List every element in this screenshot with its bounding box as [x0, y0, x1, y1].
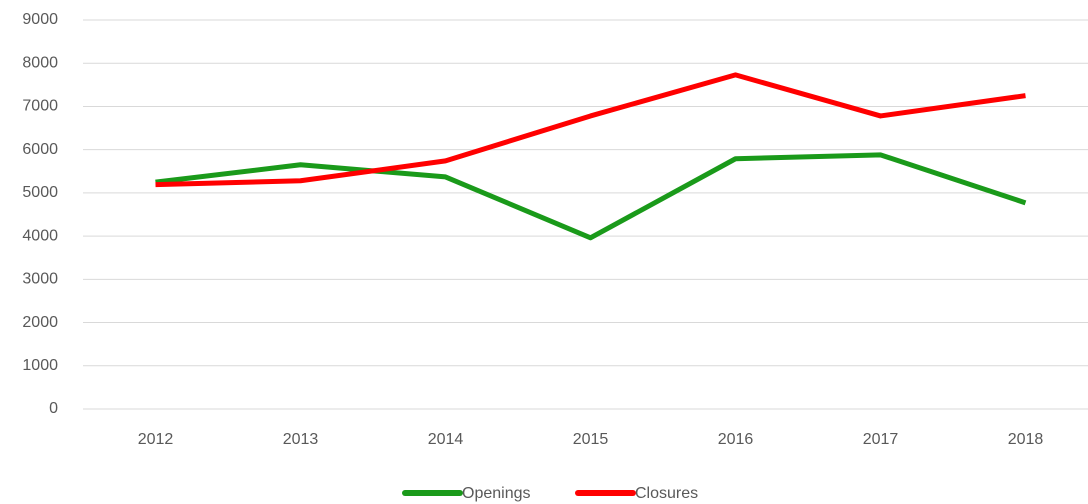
x-tick-label: 2017 [863, 431, 899, 448]
y-tick-label: 2000 [22, 314, 58, 331]
y-tick-label: 8000 [22, 54, 58, 71]
x-tick-label: 2018 [1008, 431, 1044, 448]
legend-label: Openings [462, 485, 531, 502]
series-line [155, 152, 1027, 241]
y-tick-label: 3000 [22, 271, 58, 288]
y-tick-label: 4000 [22, 227, 58, 244]
x-tick-label: 2015 [573, 431, 609, 448]
y-tick-label: 1000 [22, 357, 58, 374]
x-tick-label: 2013 [283, 431, 319, 448]
y-tick-label: 9000 [22, 11, 58, 28]
y-tick-label: 7000 [22, 98, 58, 115]
series-line [155, 72, 1026, 188]
y-tick-label: 5000 [22, 184, 58, 201]
y-tick-label: 0 [49, 400, 58, 417]
x-tick-label: 2014 [428, 431, 464, 448]
x-tick-label: 2016 [718, 431, 754, 448]
legend-label: Closures [635, 485, 698, 502]
y-tick-label: 6000 [22, 141, 58, 158]
x-tick-label: 2012 [138, 431, 174, 448]
